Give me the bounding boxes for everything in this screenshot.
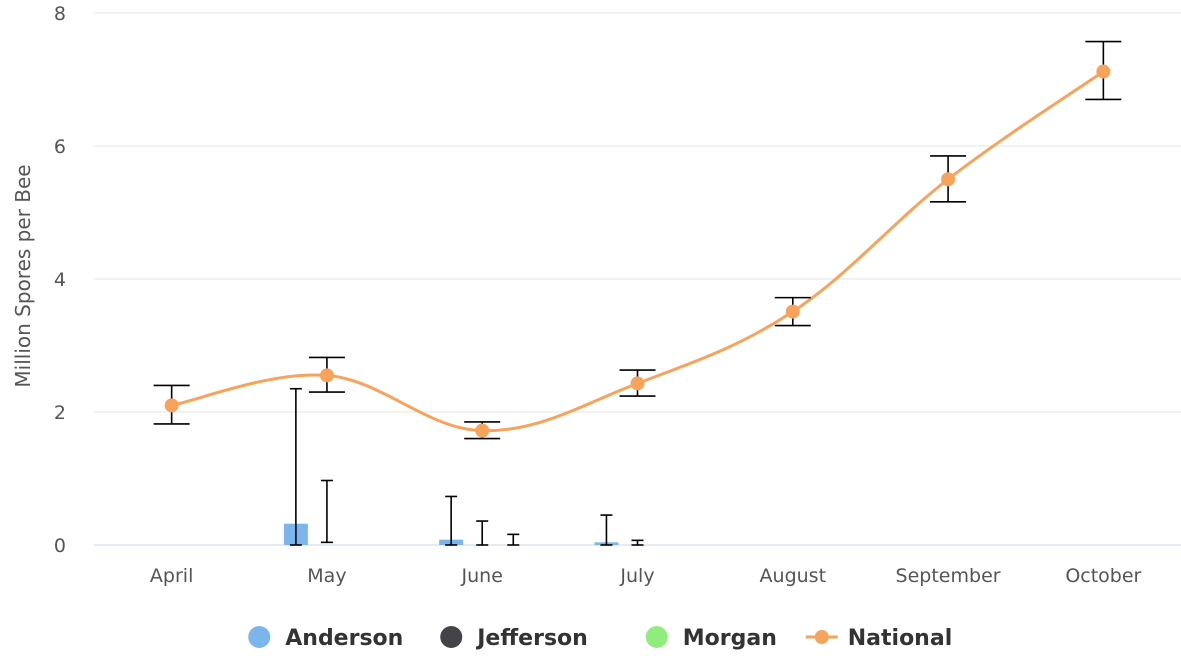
- x-tick-label: April: [150, 565, 193, 587]
- y-axis-title: Million Spores per Bee: [11, 164, 35, 387]
- point-national: [475, 423, 490, 438]
- legend-item-national: National: [805, 626, 952, 651]
- bar-error-bars: [289, 387, 644, 546]
- point-national: [164, 398, 179, 413]
- legend-marker: [645, 626, 668, 648]
- legend: Anderson Jefferson Morgan National: [248, 626, 952, 651]
- legend-item-jefferson: Jefferson: [440, 626, 588, 651]
- x-tick-label: May: [307, 565, 346, 587]
- line-series: [153, 40, 1122, 440]
- y-axis-ticks: 0 2 4 6 8: [54, 3, 66, 557]
- point-national: [785, 304, 800, 319]
- point-national: [630, 376, 645, 391]
- x-axis-ticks: April May June July August September October: [150, 565, 1142, 587]
- grid-lines: [94, 12, 1181, 413]
- x-tick-label: August: [760, 565, 827, 587]
- x-tick-label: July: [619, 565, 654, 587]
- y-tick-label: 6: [54, 136, 66, 158]
- point-national: [941, 172, 956, 187]
- x-tick-label: June: [461, 565, 503, 587]
- legend-item-morgan: Morgan: [645, 626, 777, 651]
- point-national: [319, 368, 334, 383]
- y-tick-label: 0: [54, 535, 66, 557]
- y-tick-label: 4: [54, 269, 66, 291]
- legend-label: Morgan: [683, 626, 777, 651]
- legend-marker: [814, 630, 829, 644]
- x-tick-label: October: [1065, 565, 1141, 587]
- y-tick-label: 2: [54, 402, 66, 424]
- x-tick-label: September: [896, 565, 1001, 587]
- legend-item-anderson: Anderson: [248, 626, 403, 651]
- legend-marker: [440, 626, 463, 648]
- legend-label: Jefferson: [475, 626, 588, 651]
- legend-label: National: [848, 626, 952, 651]
- point-national: [1096, 64, 1111, 79]
- legend-label: Anderson: [285, 626, 403, 651]
- legend-marker: [248, 626, 271, 648]
- y-tick-label: 8: [54, 3, 66, 25]
